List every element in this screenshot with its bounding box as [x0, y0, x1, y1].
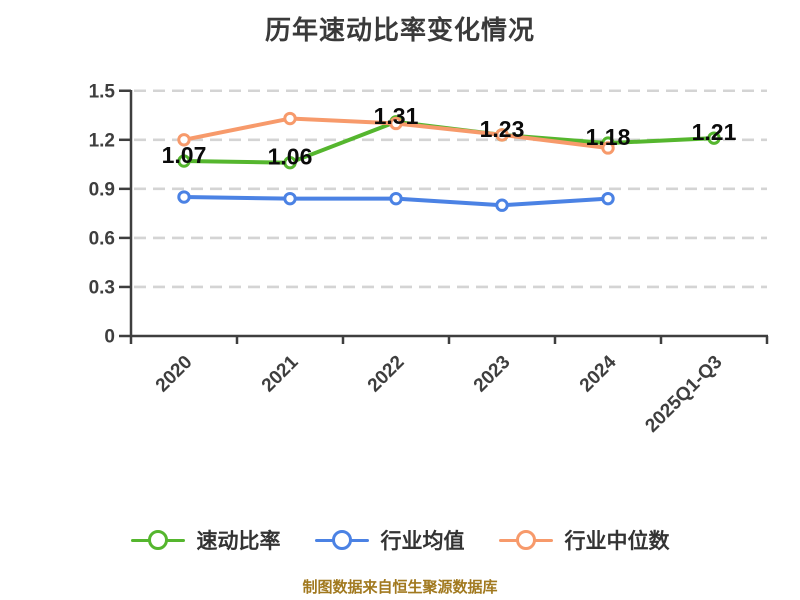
industry-median-marker-icon	[498, 529, 553, 551]
legend-label-industry-median: 行业中位数	[564, 530, 670, 553]
legend: 速动比率 行业均值 行业中位数	[0, 522, 800, 558]
industry-mean-marker-icon	[314, 529, 369, 551]
速动比率-point	[707, 131, 721, 145]
y-tick-label: 0.6	[89, 228, 115, 249]
行业中位数-point	[177, 133, 191, 147]
value-label: 1.21	[692, 119, 737, 145]
legend-label-quick-ratio: 速动比率	[196, 530, 281, 553]
行业均值-point	[495, 198, 509, 212]
value-label: 1.18	[586, 124, 631, 150]
y-tick-label: 0.3	[89, 277, 115, 298]
行业中位数-point	[389, 116, 403, 131]
data-source-note: 制图数据来自恒生聚源数据库	[302, 579, 498, 596]
行业中位数-point	[601, 141, 615, 155]
行业均值-point	[177, 190, 191, 204]
value-label: 1.06	[268, 144, 313, 170]
x-tick-label: 2025Q1-Q3	[641, 352, 726, 437]
quick-ratio-chart: 0 0.3 0.6 0.9 1.2 1.5 2020 2021 2022 2023 2024 2025…	[89, 81, 769, 437]
行业均值-point	[389, 191, 403, 206]
chart-title: 历年速动比率变化情况	[264, 15, 535, 45]
x-tick-label: 2022	[364, 352, 409, 397]
y-tick-label: 0.9	[89, 179, 115, 200]
legend-item-industry-mean[interactable]: 行业均值	[314, 525, 465, 555]
y-tick-label: 1.5	[89, 81, 116, 102]
行业均值-point	[283, 191, 297, 206]
行业均值-point	[601, 191, 615, 206]
速动比率-point	[177, 154, 191, 168]
x-tick-label: 2024	[576, 351, 621, 396]
x-tick-label: 2023	[470, 352, 515, 397]
行业中位数-point	[283, 111, 297, 126]
value-label: 1.23	[480, 116, 525, 142]
quick-ratio-marker-icon	[130, 529, 185, 551]
value-label: 1.07	[162, 142, 207, 168]
legend-label-industry-mean: 行业均值	[380, 530, 465, 553]
x-tick-label: 2020	[152, 352, 197, 397]
legend-item-industry-median[interactable]: 行业中位数	[498, 525, 670, 555]
行业中位数-point	[495, 128, 509, 142]
速动比率-point	[283, 155, 297, 170]
y-tick-label: 0	[104, 327, 115, 348]
legend-item-quick-ratio[interactable]: 速动比率	[130, 525, 281, 555]
y-tick-label: 1.2	[89, 130, 115, 151]
value-label: 1.31	[374, 103, 419, 129]
x-tick-label: 2021	[258, 351, 303, 396]
